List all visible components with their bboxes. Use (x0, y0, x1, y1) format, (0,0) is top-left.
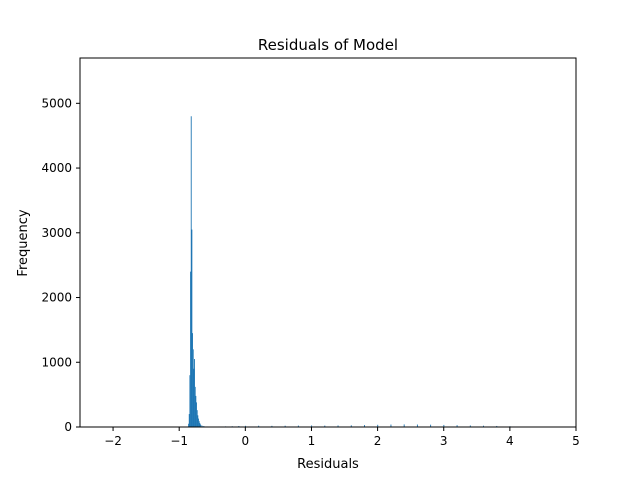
histogram-bar (201, 425, 203, 427)
histogram-bar (200, 424, 201, 427)
x-tick-label: 4 (506, 434, 514, 448)
histogram-bar (456, 425, 458, 427)
histogram-bar (377, 424, 379, 427)
histogram-bar (199, 423, 201, 427)
histogram-bar (271, 425, 273, 427)
histogram-bar (194, 386, 196, 427)
histogram-bar (416, 424, 418, 427)
x-axis-label: Residuals (297, 457, 359, 472)
histogram-bar (324, 425, 326, 427)
histogram-bar (311, 425, 313, 427)
x-tick-label: 2 (374, 434, 382, 448)
y-tick-label: 3000 (41, 226, 72, 240)
histogram-bar (469, 425, 471, 427)
histogram-bar (443, 424, 445, 427)
y-axis-ticks: 0 1000 2000 3000 4000 5000 (41, 96, 80, 434)
x-axis-ticks: −2 −1 0 1 2 3 4 5 (104, 427, 580, 448)
plot-frame (79, 57, 577, 428)
histogram-bar (483, 425, 484, 427)
y-tick-label: 1000 (41, 355, 72, 369)
y-tick-label: 4000 (41, 161, 72, 175)
histogram-bar (403, 424, 405, 427)
x-tick-label: −1 (170, 434, 188, 448)
histogram-bar (258, 425, 260, 427)
y-tick-label: 0 (64, 420, 72, 434)
histogram-bar (297, 425, 299, 427)
histogram-bar (198, 421, 200, 427)
histogram-bar (390, 424, 392, 427)
bars-group (188, 116, 518, 428)
histogram-bar (192, 333, 193, 427)
y-tick-label: 5000 (41, 96, 72, 110)
x-tick-label: 1 (308, 434, 316, 448)
histogram-bar (190, 271, 192, 427)
chart-title: Residuals of Model (258, 36, 398, 54)
y-axis-label: Frequency (16, 209, 31, 276)
histogram-bar (430, 424, 432, 427)
histogram-bar (196, 402, 197, 427)
histogram-bar (188, 414, 190, 427)
histogram-bar (188, 423, 190, 427)
y-tick-label: 2000 (41, 291, 72, 305)
histogram-bar (284, 425, 286, 427)
x-tick-label: −2 (104, 434, 122, 448)
histogram-bar (194, 359, 195, 427)
histogram-bar (245, 425, 246, 427)
histogram-bar (496, 425, 498, 427)
histogram-bar (191, 229, 193, 427)
histogram-bar (195, 395, 197, 427)
histogram-bar (350, 425, 352, 427)
x-tick-label: 0 (242, 434, 250, 448)
histogram-bar (364, 425, 365, 427)
histogram-bar (197, 415, 199, 427)
histogram-bar (190, 116, 192, 428)
histogram-bar (198, 418, 199, 427)
histogram-bar (189, 375, 191, 427)
histogram-bar (192, 349, 194, 427)
histogram-bar (337, 425, 339, 427)
histogram-bar (196, 410, 198, 427)
histogram-bar (193, 368, 195, 427)
x-tick-label: 3 (440, 434, 448, 448)
x-tick-label: 5 (572, 434, 580, 448)
